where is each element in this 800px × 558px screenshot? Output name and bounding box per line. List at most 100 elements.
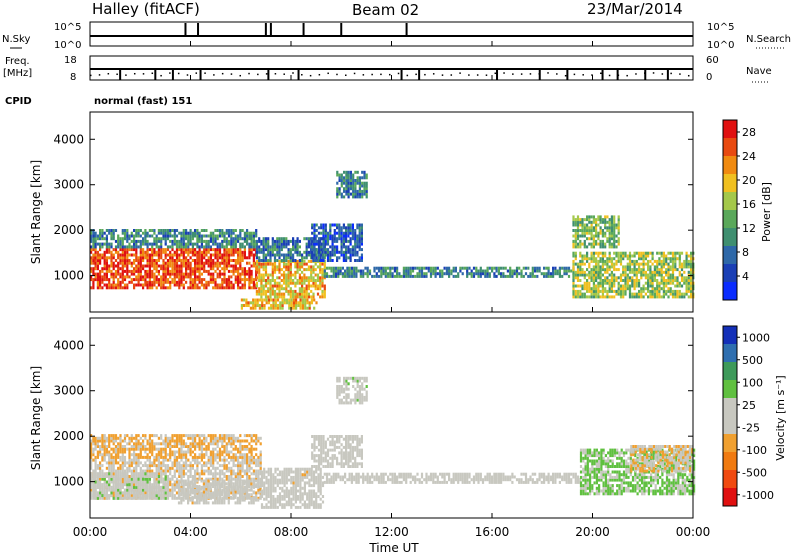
heatmap-cell	[649, 282, 651, 285]
heatmap-cell	[194, 461, 196, 464]
heatmap-cell	[493, 267, 495, 270]
heatmap-cell	[302, 301, 304, 304]
heatmap-cell	[147, 459, 149, 462]
heatmap-cell	[269, 279, 271, 282]
heatmap-cell	[208, 245, 210, 248]
colorbar-tick-label: 8	[742, 246, 749, 259]
heatmap-cell	[242, 273, 244, 276]
heatmap-cell	[643, 260, 645, 263]
heatmap-cell	[683, 263, 685, 266]
heatmap-cell	[423, 272, 425, 275]
heatmap-cell	[288, 260, 290, 263]
heatmap-cell	[317, 279, 319, 282]
heatmap-cell	[242, 254, 244, 257]
heatmap-cell	[226, 265, 228, 268]
heatmap-cell	[618, 252, 620, 255]
heatmap-cell	[147, 440, 149, 443]
heatmap-cell	[119, 486, 121, 489]
heatmap-cell	[101, 434, 103, 437]
heatmap-cell	[140, 470, 142, 473]
heatmap-cell	[482, 270, 484, 273]
heatmap-cell	[321, 251, 323, 254]
heatmap-cell	[575, 245, 577, 248]
heatmap-cell	[348, 179, 350, 182]
heatmap-cell	[593, 218, 595, 221]
heatmap-cell	[190, 470, 192, 473]
heatmap-cell	[308, 265, 310, 268]
heatmap-cell	[162, 248, 164, 251]
heatmap-cell	[142, 248, 144, 251]
heatmap-cell	[663, 263, 665, 266]
heatmap-cell	[367, 267, 369, 270]
heatmap-cell	[183, 273, 185, 276]
heatmap-cell	[237, 251, 239, 254]
heatmap-cell	[158, 251, 160, 254]
heatmap-cell	[176, 478, 178, 481]
heatmap-cell	[97, 237, 99, 240]
heatmap-cell	[611, 271, 613, 274]
heatmap-cell	[597, 287, 599, 290]
heatmap-cell	[676, 293, 678, 296]
heatmap-cell	[609, 243, 611, 246]
heatmap-cell	[308, 268, 310, 271]
heatmap-cell	[283, 237, 285, 240]
heatmap-cell	[196, 245, 198, 248]
heatmap-cell	[108, 251, 110, 254]
heatmap-cell	[138, 494, 140, 497]
heatmap-cell	[244, 256, 246, 259]
heatmap-cell	[622, 268, 624, 271]
heatmap-cell	[631, 263, 633, 266]
heatmap-cell	[119, 237, 121, 240]
heatmap-cell	[135, 229, 137, 232]
heatmap-cell	[283, 276, 285, 279]
heatmap-cell	[135, 248, 137, 251]
heatmap-cell	[151, 461, 153, 464]
heatmap-cell	[338, 224, 340, 227]
heatmap-cell	[350, 185, 352, 188]
heatmap-cell	[487, 267, 489, 270]
heatmap-cell	[242, 470, 244, 473]
heatmap-cell	[430, 270, 432, 273]
heatmap-cell	[97, 440, 99, 443]
heatmap-cell	[117, 489, 119, 492]
heatmap-cell	[313, 245, 315, 248]
heatmap-cell	[162, 491, 164, 494]
heatmap-cell	[579, 252, 581, 255]
heatmap-cell	[255, 491, 257, 494]
nave-point	[292, 72, 294, 74]
heatmap-cell	[357, 195, 359, 198]
heatmap-cell	[690, 271, 692, 274]
heatmap-cell	[133, 472, 135, 475]
heatmap-cell	[258, 256, 260, 259]
heatmap-cell	[131, 478, 133, 481]
heatmap-cell	[99, 232, 101, 235]
heatmap-cell	[97, 478, 99, 481]
heatmap-cell	[158, 453, 160, 456]
heatmap-cell	[126, 254, 128, 257]
heatmap-cell	[366, 185, 368, 188]
heatmap-cell	[115, 478, 117, 481]
heatmap-cell	[140, 481, 142, 484]
heatmap-cell	[212, 254, 214, 257]
heatmap-cell	[317, 265, 319, 268]
heatmap-cell	[686, 293, 688, 296]
heatmap-cell	[493, 272, 495, 275]
heatmap-cell	[158, 467, 160, 470]
heatmap-cell	[174, 265, 176, 268]
heatmap-cell	[106, 284, 108, 287]
heatmap-cell	[618, 293, 620, 296]
heatmap-cell	[174, 275, 176, 278]
heatmap-cell	[126, 262, 128, 265]
heatmap-cell	[124, 470, 126, 473]
heatmap-cell	[588, 229, 590, 232]
heatmap-cell	[297, 243, 299, 246]
heatmap-cell	[108, 489, 110, 492]
heatmap-cell	[312, 279, 314, 282]
nave-point	[662, 73, 664, 75]
heatmap-cell	[101, 456, 103, 459]
heatmap-cell	[142, 489, 144, 492]
heatmap-cell	[676, 282, 678, 285]
heatmap-cell	[579, 235, 581, 238]
heatmap-cell	[194, 475, 196, 478]
heatmap-cell	[450, 270, 452, 273]
